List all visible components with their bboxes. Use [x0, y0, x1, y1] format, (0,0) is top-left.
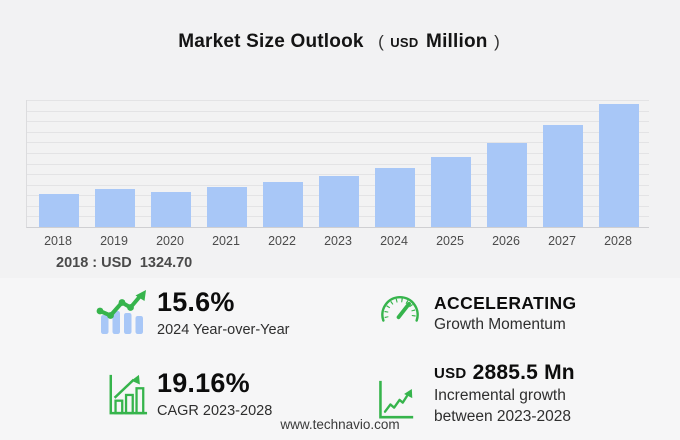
cagr-value: 19.16% [157, 368, 250, 398]
x-tick-label: 2027 [548, 234, 576, 248]
bar-2021 [207, 187, 247, 227]
bar-chart-growth-arrow-icon [106, 372, 148, 416]
incremental-value: USD 2885.5 Mn [434, 361, 575, 385]
x-tick-label: 2023 [324, 234, 352, 248]
x-tick-label: 2025 [436, 234, 464, 248]
title-open-paren: ( [378, 32, 384, 51]
yoy-value: 15.6% [157, 287, 235, 317]
bar-2027 [543, 125, 583, 227]
gridline [27, 152, 649, 154]
bar-2023 [319, 175, 359, 227]
speedometer-icon [377, 291, 423, 331]
gridline [27, 142, 649, 144]
incremental-value-amount: 2885.5 Mn [472, 361, 575, 384]
bar-2022 [263, 182, 303, 227]
gridline [27, 163, 649, 165]
gridline [27, 131, 649, 133]
gridline [27, 121, 649, 123]
momentum-label: Growth Momentum [434, 316, 566, 333]
gridline [27, 110, 649, 112]
trend-line-over-bars-icon [95, 288, 151, 334]
chart-title-main: Market Size Outlook [178, 31, 364, 52]
incremental-label-line2: between 2023-2028 [434, 408, 572, 425]
momentum-value: ACCELERATING [434, 293, 577, 313]
bar-2025 [431, 157, 471, 227]
bar-2024 [375, 167, 415, 227]
x-tick-label: 2018 [44, 234, 72, 248]
cagr-label: CAGR 2023-2028 [157, 403, 273, 419]
base-year-annotation: 2018 : USD 1324.70 [56, 255, 193, 271]
chart-title: Market Size Outlook ( USD Million ) [0, 31, 680, 53]
x-tick-label: 2021 [212, 234, 240, 248]
gridline [27, 100, 649, 101]
title-unit-million: Million [426, 31, 488, 52]
x-tick-label: 2024 [380, 234, 408, 248]
x-tick-label: 2028 [604, 234, 632, 248]
line-graph-axes-icon [375, 377, 415, 421]
title-unit-usd: USD [390, 35, 419, 50]
bar-2026 [487, 143, 527, 227]
bar-2020 [151, 192, 191, 227]
yoy-label: 2024 Year-over-Year [157, 322, 290, 338]
bar-2019 [95, 189, 135, 227]
gridline [27, 174, 649, 176]
x-tick-label: 2026 [492, 234, 520, 248]
x-tick-label: 2019 [100, 234, 128, 248]
x-tick-label: 2020 [156, 234, 184, 248]
bar-2028 [599, 103, 639, 227]
incremental-value-prefix: USD [434, 365, 467, 382]
title-close-paren: ) [494, 32, 500, 51]
x-axis-labels: 2018 2019 2020 2021 2022 2023 2024 2025 2026 2027… [26, 234, 648, 250]
x-tick-label: 2022 [268, 234, 296, 248]
incremental-label-line1: Incremental growth [434, 387, 566, 404]
website-url: www.technavio.com [280, 417, 400, 432]
plot-area [26, 100, 649, 228]
bar-2018 [39, 194, 79, 227]
